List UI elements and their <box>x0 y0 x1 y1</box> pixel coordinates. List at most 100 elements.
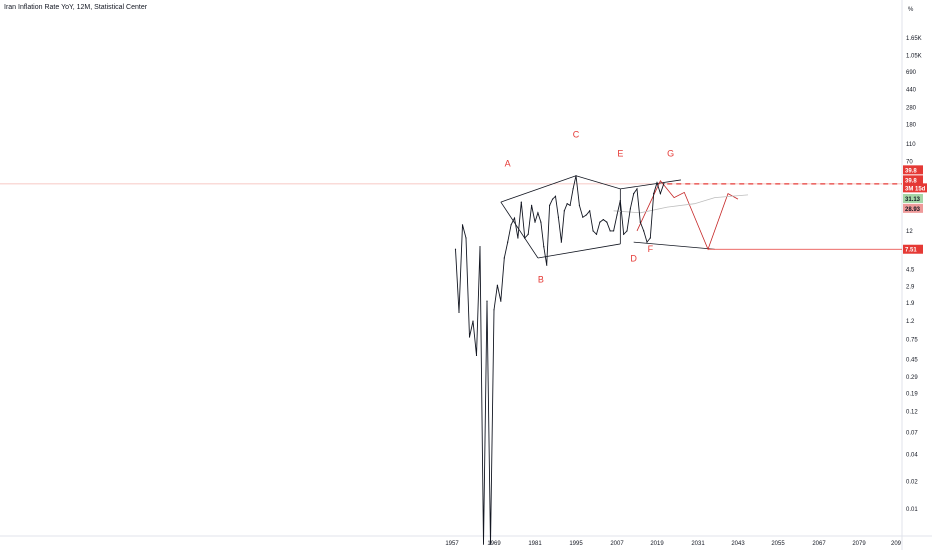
price-badge-label: 31.13 <box>905 197 921 203</box>
y-tick-label: 0.75 <box>906 338 918 344</box>
series-point <box>507 241 509 243</box>
price-badge-bg <box>903 203 923 213</box>
series-point <box>557 216 560 218</box>
series-point <box>527 233 529 235</box>
y-tick-label: 0.01 <box>906 507 918 513</box>
series-point <box>626 230 628 232</box>
price-badge-bg <box>903 244 923 254</box>
y-tick-label: 0.07 <box>906 431 918 437</box>
price-badge-label: 28.93 <box>905 207 921 213</box>
price-badge-bg <box>903 183 927 193</box>
y-tick-label: 280 <box>906 105 917 111</box>
pattern-trendline <box>537 243 621 259</box>
series-point <box>513 217 516 219</box>
x-tick-label: 2019 <box>650 541 664 547</box>
series-point <box>493 309 495 311</box>
pattern-layer <box>500 175 902 259</box>
series-point <box>549 204 551 206</box>
x-tick-label: 2055 <box>771 541 785 547</box>
price-badge-label: 3M 15d <box>905 186 926 192</box>
wave-label-f: F <box>648 244 654 254</box>
series-point <box>663 183 665 185</box>
x-tick-label: 1981 <box>528 541 542 547</box>
y-tick-label: 180 <box>906 123 917 129</box>
pattern-trendline <box>575 175 621 190</box>
series-point <box>489 535 492 537</box>
series-point <box>595 233 598 235</box>
series-point <box>534 221 536 223</box>
series-point <box>582 216 584 218</box>
series-point <box>643 230 645 232</box>
series-point <box>575 175 577 177</box>
series-point <box>623 233 625 235</box>
projection-path <box>636 180 739 251</box>
series-point <box>454 248 457 250</box>
series-point <box>606 221 608 223</box>
y-tick-label: 0.45 <box>906 358 918 364</box>
wave-label-d: D <box>630 253 637 263</box>
pattern-trendline <box>633 241 715 250</box>
series-point <box>619 199 621 202</box>
series-point <box>649 237 651 239</box>
y-tick-label: 1.2 <box>906 319 915 325</box>
chart-title: Iran Inflation Rate YoY, 12M, Statistica… <box>4 4 148 11</box>
series-point <box>609 230 611 232</box>
y-tick-label: 12 <box>906 229 913 235</box>
series-point <box>633 193 635 195</box>
series-point <box>482 535 485 537</box>
series-point <box>639 221 641 223</box>
x-tick-label: 1995 <box>569 541 583 547</box>
series-point <box>486 300 488 302</box>
series-point <box>656 182 658 184</box>
y-unit-label: % <box>908 7 914 13</box>
series-point <box>517 237 519 239</box>
x-tick-label: 2031 <box>691 541 705 547</box>
series-point <box>629 208 631 210</box>
series-point <box>500 300 502 302</box>
y-tick-label: 0.29 <box>906 375 918 381</box>
y-tick-label: 0.04 <box>906 452 918 458</box>
series-point <box>554 195 557 197</box>
y-tick-label: 2.9 <box>906 285 915 291</box>
x-tick-label: 209 <box>891 541 902 547</box>
y-tick-label: 690 <box>906 70 917 76</box>
label-layer: A B C D E F G <box>505 129 675 284</box>
series-point <box>475 354 478 357</box>
series-point <box>468 336 471 338</box>
series-point <box>479 246 481 248</box>
series-point <box>563 210 565 212</box>
series-point <box>530 204 533 206</box>
price-badge-label: 39.8 <box>905 168 917 174</box>
price-badge-bg <box>903 175 923 185</box>
series-point <box>653 193 655 195</box>
series-point <box>585 214 587 216</box>
series-layer <box>454 175 665 545</box>
series-point <box>546 264 548 266</box>
series-point <box>616 214 618 216</box>
pattern-trendline <box>500 201 539 259</box>
series-point <box>472 320 474 322</box>
y-tick-label: 70 <box>906 160 913 166</box>
series-point <box>524 237 526 239</box>
wave-label-c: C <box>573 129 580 139</box>
y-tick-label: 0.19 <box>906 391 918 397</box>
x-tick-label: 2043 <box>731 541 745 547</box>
wave-label-g: G <box>667 148 674 158</box>
y-tick-label: 0.12 <box>906 409 918 415</box>
series-point <box>560 241 562 243</box>
series-point <box>543 246 545 248</box>
pattern-trendline <box>500 175 577 203</box>
y-tick-label: 440 <box>906 88 917 94</box>
wave-label-b: B <box>538 275 544 285</box>
y-tick-label: 1.65K <box>906 36 922 42</box>
x-tick-label: 2079 <box>852 541 866 547</box>
x-tick-label: 1969 <box>487 541 501 547</box>
series-point <box>503 257 505 259</box>
inflation-series-line <box>455 175 665 545</box>
series-point <box>540 221 542 223</box>
series-point <box>636 188 638 190</box>
series-point <box>569 204 571 206</box>
